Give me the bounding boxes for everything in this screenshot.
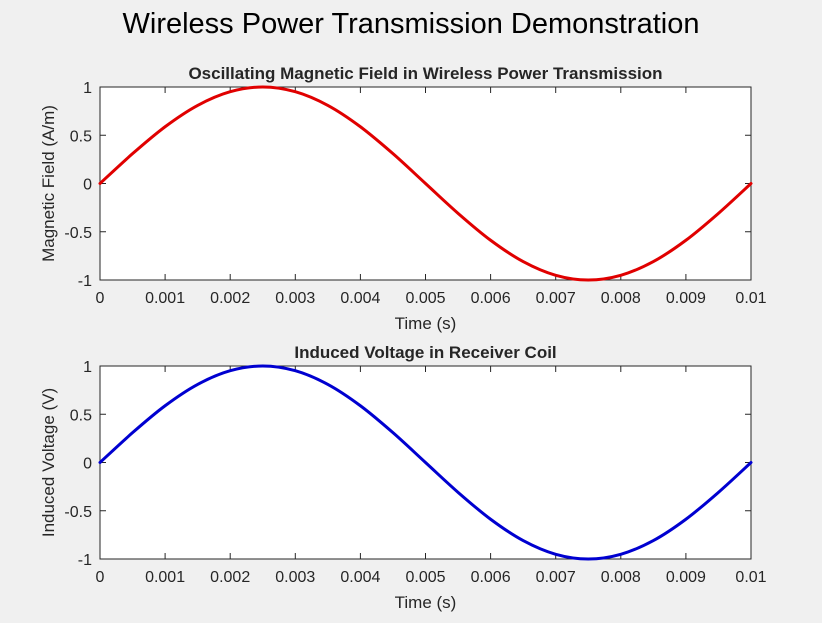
top-xtick-label: 0.003 [275,290,315,307]
top-xtick-label: 0.005 [405,290,445,307]
bottom-xtick-label: 0.007 [536,569,576,586]
top-xtick-label: 0.002 [210,290,250,307]
top-xtick-label: 0.004 [340,290,380,307]
top-ytick-label: -0.5 [64,225,92,242]
bottom-xtick-label: 0 [96,569,105,586]
top-ytick-label: 0 [83,177,92,194]
bottom-xtick-label: 0.002 [210,569,250,586]
top-ytick-label: 1 [83,80,92,97]
figure-suptitle: Wireless Power Transmission Demonstratio… [122,8,700,40]
top-xtick-label: 0.008 [601,290,641,307]
bottom-xtick-label: 0.001 [145,569,185,586]
bottom-ylabel: Induced Voltage (V) [39,388,58,537]
top-xtick-label: 0.007 [536,290,576,307]
top-xlabel: Time (s) [395,314,457,333]
top-ylabel: Magnetic Field (A/m) [39,105,58,262]
bottom-axes: 0 0.001 0.002 0.003 0.004 0.005 0.006 0.007 0.00… [39,343,767,612]
bottom-series-line [98,364,753,561]
top-xtick-label: 0.001 [145,290,185,307]
bottom-ytick-label: -0.5 [64,504,92,521]
bottom-xtick-label: 0.01 [735,569,766,586]
top-xtick-label: 0.009 [666,290,706,307]
bottom-xtick-label: 0.003 [275,569,315,586]
top-xtick-label: 0.01 [735,290,766,307]
top-xtick-label: 0 [96,290,105,307]
bottom-ytick-label: 1 [83,359,92,376]
top-ytick-label: 0.5 [70,128,92,145]
bottom-ytick-label: 0 [83,456,92,473]
top-xtick-label: 0.006 [471,290,511,307]
top-axes-title: Oscillating Magnetic Field in Wireless P… [188,64,662,83]
top-ytick-label: -1 [78,273,92,290]
bottom-xtick-label: 0.008 [601,569,641,586]
top-axes: 0 0.001 0.002 0.003 0.004 0.005 0.006 0.007 0.00… [39,64,767,333]
bottom-xtick-label: 0.009 [666,569,706,586]
top-series-line [98,85,753,282]
bottom-xtick-label: 0.004 [340,569,380,586]
bottom-xlabel: Time (s) [395,593,457,612]
bottom-xtick-label: 0.005 [405,569,445,586]
bottom-axes-title: Induced Voltage in Receiver Coil [294,343,556,362]
bottom-ytick-label: 0.5 [70,407,92,424]
bottom-xtick-label: 0.006 [471,569,511,586]
bottom-ytick-label: -1 [78,552,92,569]
